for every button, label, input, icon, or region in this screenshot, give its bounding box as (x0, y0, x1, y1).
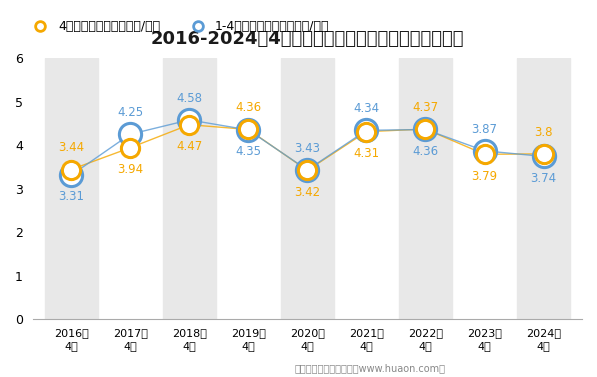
Text: 4.47: 4.47 (176, 140, 202, 153)
Text: 4.58: 4.58 (176, 92, 202, 105)
Bar (281, 58, 334, 319)
Text: 4.36: 4.36 (413, 145, 439, 158)
Text: 3.94: 3.94 (117, 163, 143, 176)
Text: 4.34: 4.34 (353, 102, 380, 115)
Bar (517, 58, 570, 319)
Text: 3.87: 3.87 (472, 123, 497, 136)
Text: 3.74: 3.74 (531, 172, 556, 185)
Text: 3.44: 3.44 (58, 141, 84, 154)
Text: 4.35: 4.35 (235, 145, 261, 158)
Text: 3.43: 3.43 (294, 142, 321, 155)
Text: 4.31: 4.31 (353, 147, 380, 160)
Bar (162, 58, 216, 319)
Legend: 4月期货成交均价（万元/手）, 1-4月期货成交均价（万元/手）: 4月期货成交均价（万元/手）, 1-4月期货成交均价（万元/手） (28, 20, 330, 33)
Text: 3.42: 3.42 (294, 186, 321, 199)
Text: 3.8: 3.8 (534, 126, 553, 139)
Title: 2016-2024年4月大连商品交易所聚丙烯期货成交均价: 2016-2024年4月大连商品交易所聚丙烯期货成交均价 (150, 30, 464, 48)
Text: 3.31: 3.31 (58, 190, 84, 204)
Bar (399, 58, 452, 319)
Text: 4.25: 4.25 (117, 106, 143, 119)
Text: 4.37: 4.37 (413, 101, 439, 114)
Bar (45, 58, 98, 319)
Text: 3.79: 3.79 (472, 170, 498, 182)
Text: 4.36: 4.36 (235, 101, 261, 114)
Text: 制图：华经产业研究院（www.huaon.com）: 制图：华经产业研究院（www.huaon.com） (295, 363, 445, 373)
